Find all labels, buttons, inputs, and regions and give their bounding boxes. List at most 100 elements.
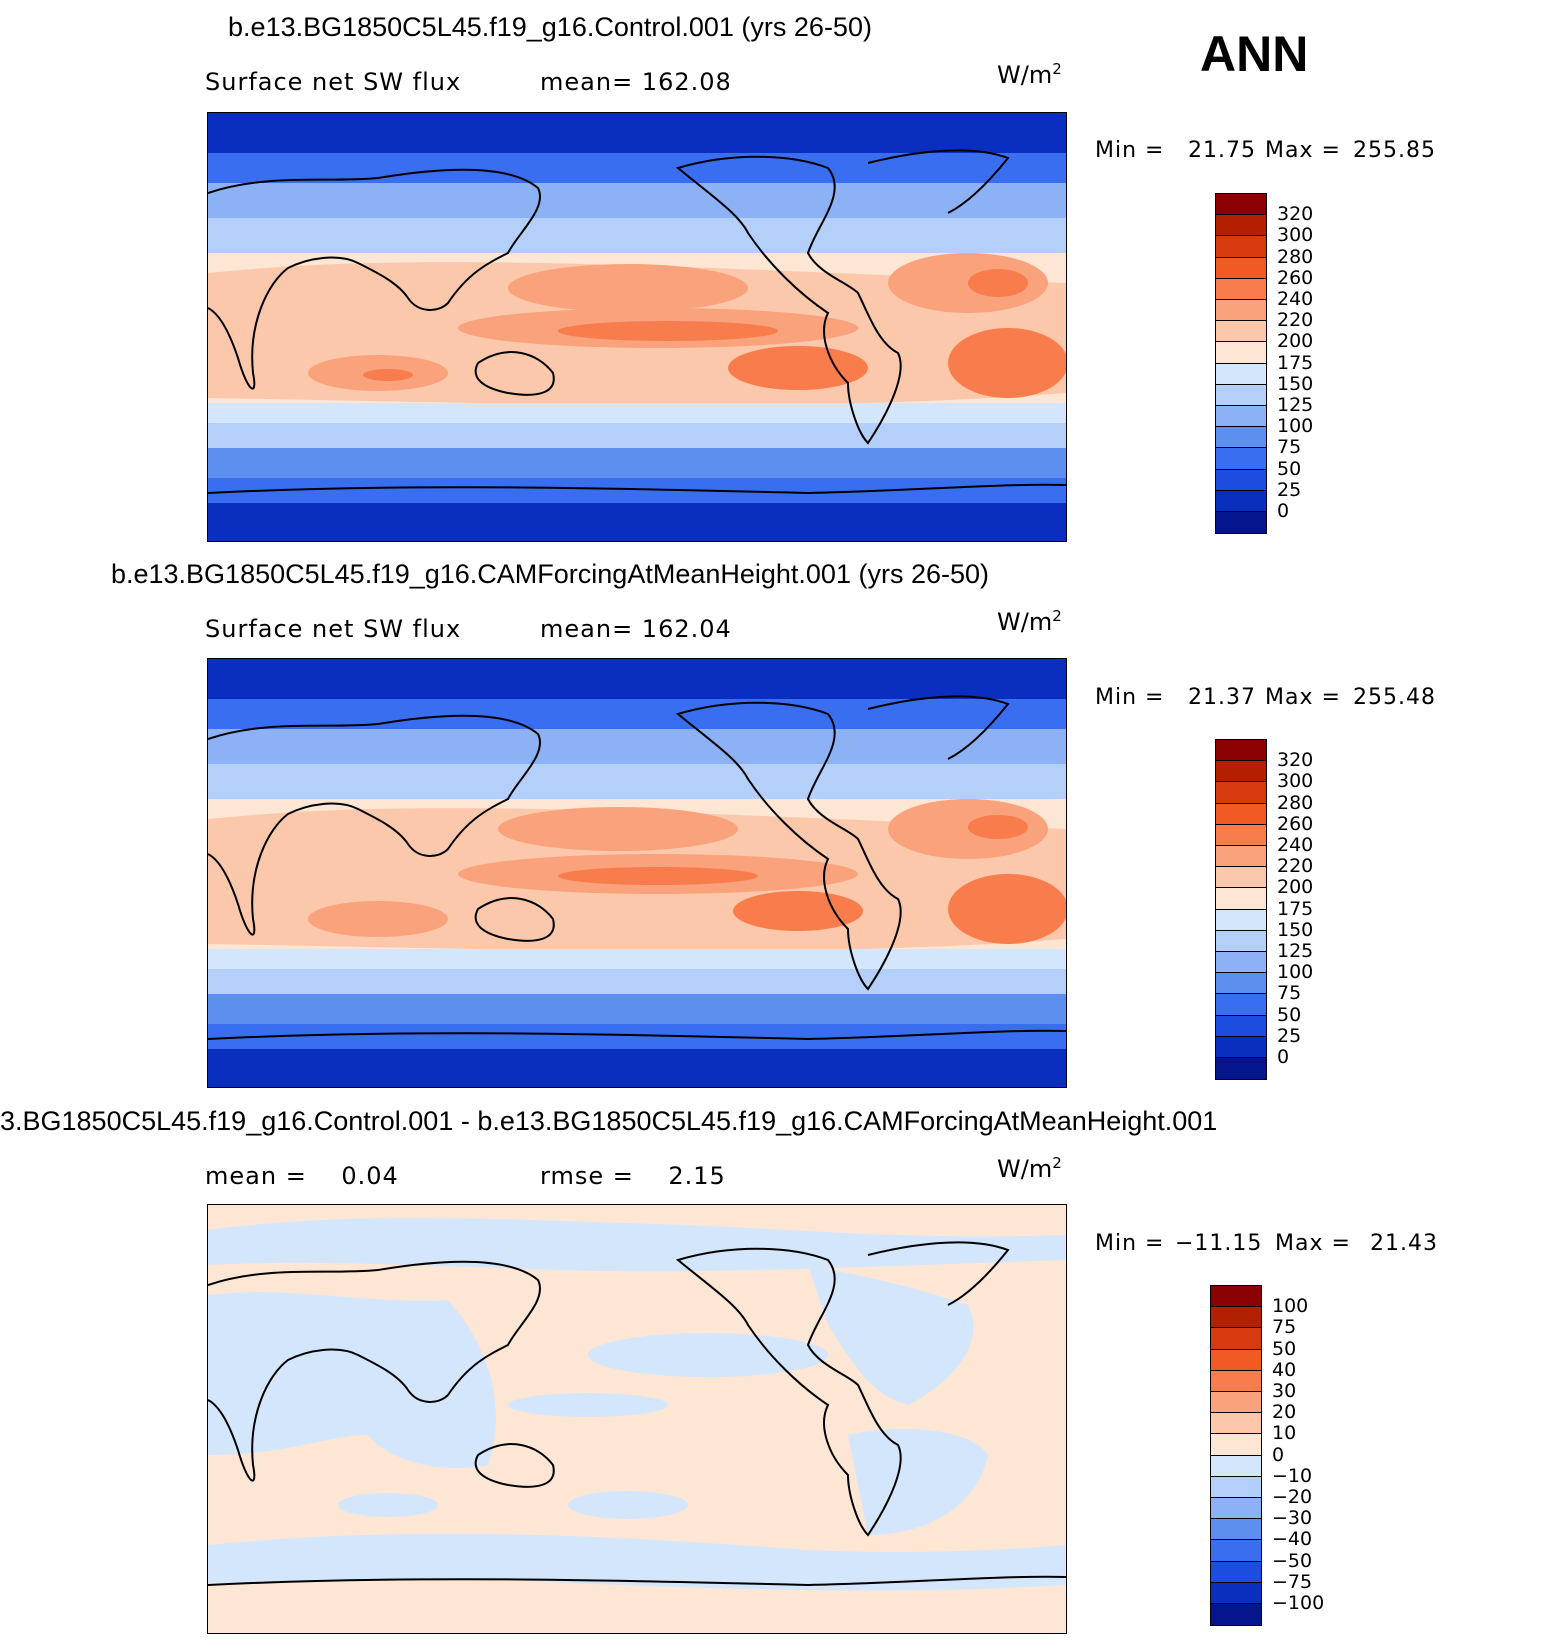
panel-2-max-label: Max =	[1265, 685, 1341, 710]
panel-3-mean-label: mean = 0.04	[205, 1162, 399, 1190]
panel-3-title: 3.BG1850C5L45.f19_g16.Control.001 - b.e1…	[0, 1106, 1218, 1136]
colorbar-segment	[1216, 257, 1266, 279]
panel-3-min-label: Min =	[1095, 1231, 1165, 1256]
colorbar-tick-label: −75	[1272, 1570, 1313, 1593]
colorbar-segment	[1216, 427, 1266, 449]
colorbar-box	[1215, 739, 1267, 1081]
panel-3-min-value: −11.15	[1175, 1231, 1263, 1256]
colorbar-tick-label: 75	[1277, 436, 1302, 459]
colorbar-tick-label: 50	[1277, 1003, 1302, 1026]
colorbar-tick-label: 30	[1272, 1380, 1297, 1402]
colorbar-segment	[1216, 930, 1266, 952]
colorbar-segment	[1211, 1476, 1261, 1498]
colorbar-tick-label: 125	[1277, 940, 1314, 962]
colorbar-tick-label: 150	[1277, 372, 1314, 395]
colorbar-segment	[1211, 1286, 1261, 1308]
colorbar-segment	[1216, 363, 1266, 385]
colorbar-tick-label: 280	[1277, 245, 1314, 268]
colorbar-segment	[1216, 384, 1266, 406]
colorbar-segment	[1216, 194, 1266, 216]
colorbar-tick-label: 240	[1277, 288, 1314, 310]
colorbar-tick-label: −30	[1272, 1507, 1313, 1530]
colorbar-tick-label: 300	[1277, 770, 1314, 793]
colorbar-segment	[1216, 761, 1266, 783]
panel-1-min-value: 21.75	[1188, 138, 1256, 163]
colorbar-tick-label: 0	[1277, 500, 1290, 522]
colorbar-tick-label: −100	[1272, 1592, 1325, 1614]
colorbar-tick-label: 25	[1277, 478, 1302, 501]
panel-1-units: W/m2	[997, 60, 1062, 89]
colorbar-tick-label: 50	[1277, 457, 1302, 480]
colorbar-tick-label: 20	[1272, 1401, 1297, 1424]
colorbar-segment	[1216, 1015, 1266, 1037]
colorbar-segment	[1216, 215, 1266, 237]
panel-3-map	[207, 1204, 1067, 1634]
colorbar-tick-label: 240	[1277, 834, 1314, 856]
panel-1-max-value: 255.85	[1353, 138, 1436, 163]
colorbar-segment	[1216, 236, 1266, 258]
panel-1-map-svg	[208, 113, 1066, 541]
colorbar-segment	[1211, 1519, 1261, 1541]
colorbar-tick-label: 75	[1272, 1316, 1297, 1339]
colorbar-tick-label: 300	[1277, 224, 1314, 247]
colorbar-tick-label: 100	[1277, 961, 1314, 984]
colorbar-segment	[1216, 278, 1266, 300]
colorbar-tick-label: 220	[1277, 309, 1314, 332]
colorbar-tick-label: 175	[1277, 897, 1314, 920]
colorbar-tick-label: 200	[1277, 330, 1314, 353]
panel-2-map	[207, 658, 1067, 1088]
colorbar-segment	[1216, 406, 1266, 428]
panel-1-max-label: Max =	[1265, 138, 1341, 163]
panel-3-units: W/m2	[997, 1154, 1062, 1183]
panel-2-max-value: 255.48	[1353, 685, 1436, 710]
colorbar-tick-label: 100	[1277, 415, 1314, 438]
panel-2-min-value: 21.37	[1188, 685, 1256, 710]
colorbar-tick-label: −40	[1272, 1528, 1313, 1551]
colorbar-segment	[1216, 1058, 1266, 1080]
colorbar-segment	[1211, 1413, 1261, 1435]
colorbar-tick-label: 10	[1272, 1422, 1297, 1445]
colorbar-tick-label: 0	[1277, 1046, 1290, 1068]
panel-3-max-value: 21.43	[1370, 1231, 1438, 1256]
panel-2-min-label: Min =	[1095, 685, 1165, 710]
colorbar-segment	[1216, 994, 1266, 1016]
colorbar-segment	[1211, 1561, 1261, 1583]
panel-2-map-svg	[208, 659, 1066, 1087]
panel-3-max-label: Max =	[1275, 1231, 1351, 1256]
colorbar-tick-label: 0	[1272, 1443, 1285, 1466]
colorbar-segment	[1216, 469, 1266, 491]
colorbar-segment	[1216, 321, 1266, 343]
season-label: ANN	[1200, 26, 1309, 82]
colorbar-tick-label: 100	[1272, 1295, 1309, 1318]
colorbar-segment	[1211, 1498, 1261, 1520]
colorbar-tick-label: 175	[1277, 351, 1314, 374]
colorbar-segment	[1216, 952, 1266, 974]
colorbar-segment	[1211, 1392, 1261, 1414]
colorbar-segment	[1216, 867, 1266, 889]
colorbar-segment	[1216, 824, 1266, 846]
colorbar-segment	[1216, 888, 1266, 910]
colorbar-segment	[1216, 782, 1266, 804]
colorbar-segment	[1216, 512, 1266, 534]
panel-2-title: b.e13.BG1850C5L45.f19_g16.CAMForcingAtMe…	[110, 559, 989, 589]
colorbar-tick-label: 200	[1277, 876, 1314, 899]
colorbar-tick-label: −10	[1272, 1464, 1313, 1487]
colorbar-tick-label: 50	[1272, 1337, 1297, 1360]
panel-1-variable-label: Surface net SW flux	[205, 68, 462, 96]
colorbar-segment	[1211, 1455, 1261, 1477]
colorbar-tick-label: 220	[1277, 855, 1314, 878]
colorbar-segment	[1216, 909, 1266, 931]
colorbar-box	[1210, 1285, 1262, 1627]
colorbar-tick-label: 280	[1277, 791, 1314, 814]
colorbar-segment	[1216, 342, 1266, 364]
panel-2-mean-label: mean= 162.04	[540, 615, 732, 643]
colorbar-segment	[1216, 300, 1266, 322]
colorbar-tick-label: −50	[1272, 1549, 1313, 1572]
colorbar-tick-label: −20	[1272, 1486, 1313, 1508]
colorbar-tick-label: 25	[1277, 1024, 1302, 1047]
colorbar-segment	[1216, 1036, 1266, 1058]
colorbar-box	[1215, 193, 1267, 535]
panel-3-map-svg	[208, 1205, 1066, 1633]
colorbar-tick-label: 40	[1272, 1358, 1297, 1381]
panel-1-map	[207, 112, 1067, 542]
